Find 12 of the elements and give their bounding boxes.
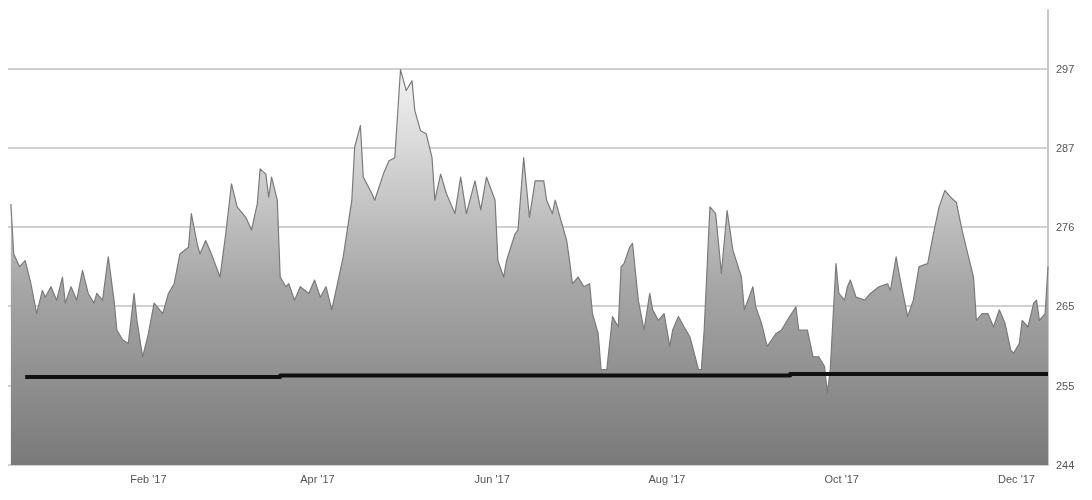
y-tick-label: 255 <box>1056 379 1075 392</box>
y-tick-label: 244 <box>1056 459 1075 471</box>
x-tick-label: Jun '17 <box>474 472 510 485</box>
y-tick-label: 297 <box>1056 62 1075 75</box>
x-tick-label: Feb '17 <box>130 472 167 485</box>
x-tick-label: Apr '17 <box>300 472 335 485</box>
x-tick-label: Dec '17 <box>998 472 1035 485</box>
y-tick-label: 287 <box>1056 141 1075 154</box>
x-tick-label: Oct '17 <box>824 472 859 485</box>
y-tick-label: 276 <box>1056 221 1075 234</box>
y-tick-label: 265 <box>1056 300 1075 313</box>
x-tick-label: Aug '17 <box>648 472 686 485</box>
